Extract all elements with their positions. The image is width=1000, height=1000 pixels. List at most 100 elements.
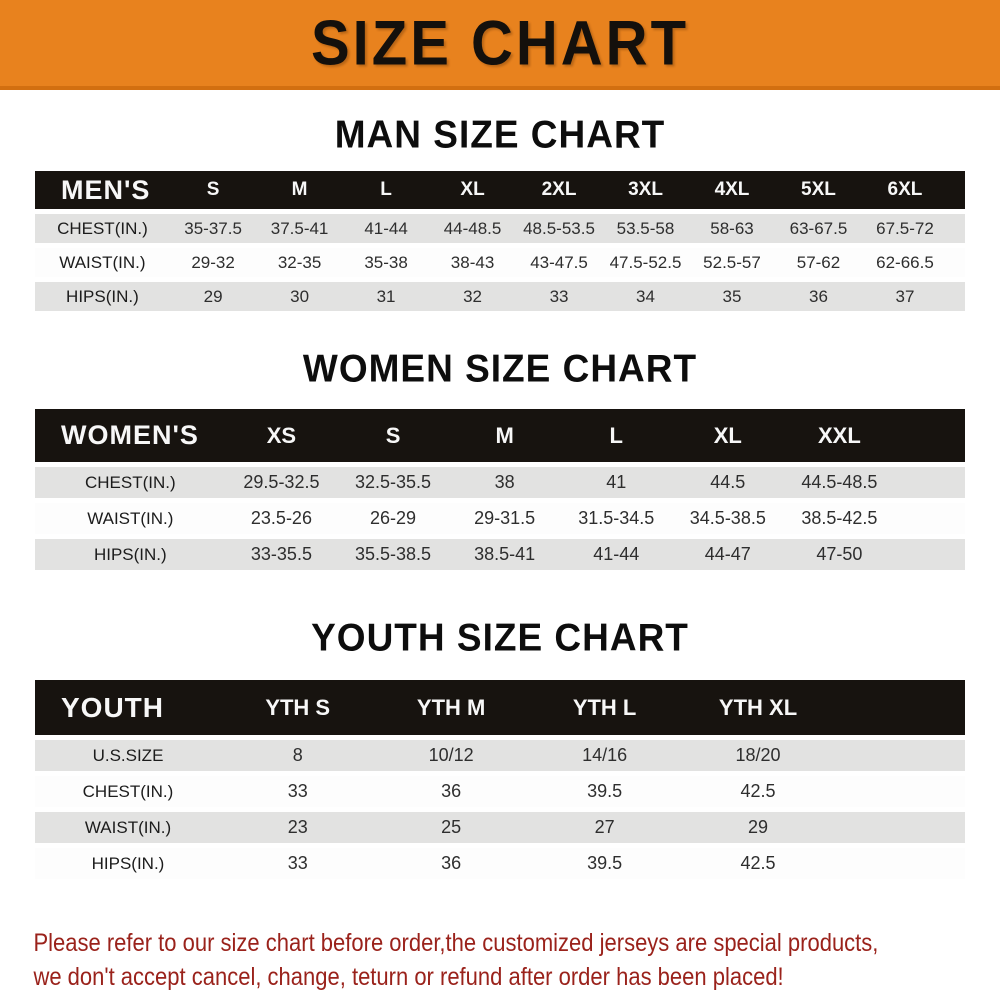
- row-label: CHEST(IN.): [35, 214, 170, 243]
- column-header: M: [256, 171, 343, 209]
- table-corner-label: MEN'S: [35, 171, 170, 209]
- spacer-cell: [834, 740, 965, 771]
- cell-value: 47.5-52.5: [602, 248, 689, 277]
- row-label: WAIST(IN.): [35, 503, 226, 534]
- cell-value: 34: [602, 282, 689, 311]
- cell-value: 29-31.5: [448, 503, 561, 534]
- cell-value: 37.5-41: [256, 214, 343, 243]
- cell-value: 32-35: [256, 248, 343, 277]
- spacer-cell: [948, 214, 965, 243]
- cell-value: 44-48.5: [429, 214, 516, 243]
- table-row: CHEST(IN.) 29.5-32.5 32.5-35.5 38 41 44.5 44.5…: [35, 467, 965, 498]
- cell-value: 53.5-58: [602, 214, 689, 243]
- cell-value: 35.5-38.5: [337, 539, 449, 570]
- men-section-title: MAN SIZE CHART: [334, 112, 666, 156]
- table-row: HIPS(IN.) 33 36 39.5 42.5: [35, 848, 965, 879]
- cell-value: 32: [429, 282, 516, 311]
- youth-section-title: YOUTH SIZE CHART: [311, 615, 689, 659]
- column-header: L: [342, 171, 430, 209]
- table-row: CHEST(IN.) 35-37.5 37.5-41 41-44 44-48.5 48.5…: [35, 214, 965, 243]
- row-label: CHEST(IN.): [35, 776, 221, 807]
- cell-value: 44.5-48.5: [783, 467, 896, 498]
- cell-value: 10/12: [374, 740, 528, 771]
- cell-value: 31.5-34.5: [560, 503, 673, 534]
- cell-value: 29: [681, 812, 835, 843]
- cell-value: 25: [374, 812, 528, 843]
- page-title: SIZE CHART: [311, 7, 689, 79]
- cell-value: 27: [527, 812, 682, 843]
- cell-value: 42.5: [681, 776, 835, 807]
- column-header: 3XL: [602, 171, 689, 209]
- cell-value: 18/20: [681, 740, 835, 771]
- column-header: XL: [429, 171, 516, 209]
- column-header: YTH XL: [681, 680, 835, 735]
- row-label: HIPS(IN.): [35, 282, 170, 311]
- cell-value: 30: [256, 282, 343, 311]
- table-corner-label: YOUTH: [35, 680, 221, 735]
- cell-value: 57-62: [775, 248, 862, 277]
- spacer-cell: [834, 680, 965, 735]
- cell-value: 43-47.5: [515, 248, 603, 277]
- women-size-table: WOMEN'S XS S M L XL XXL CHEST(IN.) 29.5-32.5 32.…: [35, 404, 965, 575]
- cell-value: 44.5: [672, 467, 784, 498]
- disclaimer-line-2: we don't accept cancel, change, teturn o…: [33, 963, 784, 991]
- row-label: CHEST(IN.): [35, 467, 226, 498]
- spacer-cell: [834, 776, 965, 807]
- cell-value: 32.5-35.5: [337, 467, 449, 498]
- table-row: CHEST(IN.) 33 36 39.5 42.5: [35, 776, 965, 807]
- column-header: S: [169, 171, 257, 209]
- column-header: 6XL: [861, 171, 949, 209]
- spacer-cell: [834, 848, 965, 879]
- spacer-cell: [948, 248, 965, 277]
- cell-value: 41-44: [560, 539, 673, 570]
- cell-value: 31: [342, 282, 430, 311]
- cell-value: 29-32: [169, 248, 257, 277]
- cell-value: 23: [221, 812, 375, 843]
- column-header: YTH M: [374, 680, 528, 735]
- spacer-cell: [834, 812, 965, 843]
- row-label: WAIST(IN.): [35, 248, 170, 277]
- disclaimer-line-1: Please refer to our size chart before or…: [33, 929, 879, 957]
- spacer-cell: [895, 409, 965, 462]
- table-row: WAIST(IN.) 23 25 27 29: [35, 812, 965, 843]
- youth-size-table: YOUTH YTH S YTH M YTH L YTH XL U.S.SIZE 8 10/1…: [35, 675, 965, 884]
- cell-value: 29.5-32.5: [225, 467, 338, 498]
- spacer-cell: [895, 539, 965, 570]
- cell-value: 62-66.5: [861, 248, 949, 277]
- cell-value: 35: [688, 282, 776, 311]
- cell-value: 36: [775, 282, 862, 311]
- cell-value: 38-43: [429, 248, 516, 277]
- cell-value: 38: [448, 467, 561, 498]
- column-header: L: [560, 409, 673, 462]
- column-header: XL: [672, 409, 784, 462]
- order-disclaimer: Please refer to our size chart before or…: [0, 926, 880, 994]
- spacer-cell: [895, 503, 965, 534]
- men-size-table: MEN'S S M L XL 2XL 3XL 4XL 5XL 6XL CHEST(IN.) 35-3…: [35, 166, 965, 316]
- table-header-row: MEN'S S M L XL 2XL 3XL 4XL 5XL 6XL: [35, 171, 965, 209]
- cell-value: 33: [515, 282, 603, 311]
- table-row: HIPS(IN.) 29 30 31 32 33 34 35 36 37: [35, 282, 965, 311]
- cell-value: 48.5-53.5: [515, 214, 603, 243]
- cell-value: 39.5: [527, 776, 682, 807]
- table-row: U.S.SIZE 8 10/12 14/16 18/20: [35, 740, 965, 771]
- row-label: HIPS(IN.): [35, 539, 226, 570]
- row-label: U.S.SIZE: [35, 740, 221, 771]
- cell-value: 41-44: [342, 214, 430, 243]
- row-label: HIPS(IN.): [35, 848, 221, 879]
- cell-value: 39.5: [527, 848, 682, 879]
- cell-value: 52.5-57: [688, 248, 776, 277]
- cell-value: 8: [221, 740, 375, 771]
- banner: SIZE CHART: [0, 0, 1000, 90]
- cell-value: 38.5-42.5: [783, 503, 896, 534]
- spacer-cell: [948, 282, 965, 311]
- cell-value: 58-63: [688, 214, 776, 243]
- cell-value: 42.5: [681, 848, 835, 879]
- cell-value: 67.5-72: [861, 214, 949, 243]
- cell-value: 63-67.5: [775, 214, 862, 243]
- column-header: 5XL: [775, 171, 862, 209]
- cell-value: 33: [221, 848, 375, 879]
- column-header: YTH L: [527, 680, 682, 735]
- cell-value: 35-38: [342, 248, 430, 277]
- column-header: XXL: [783, 409, 896, 462]
